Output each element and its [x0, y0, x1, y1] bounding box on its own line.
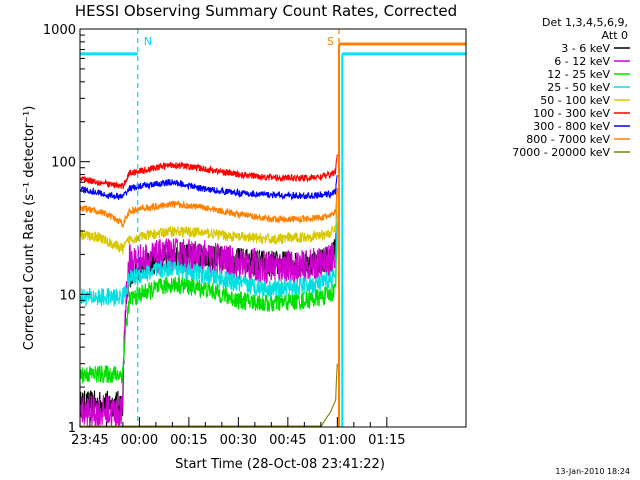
- series-line-25-50-kev: [79, 215, 338, 307]
- legend-label-7000-20000-kev: 7000 - 20000 keV: [512, 146, 610, 159]
- legend-label-25-50-kev: 25 - 50 keV: [547, 81, 610, 94]
- legend-label-12-25-kev: 12 - 25 keV: [547, 68, 610, 81]
- plot-frame: [79, 28, 467, 428]
- marker-label-s: S: [327, 35, 334, 48]
- series-line-100-300-kev: [79, 154, 338, 190]
- legend-label-300-800-kev: 300 - 800 keV: [533, 120, 610, 133]
- legend-label-800-7000-kev: 800 - 7000 keV: [526, 133, 610, 146]
- legend-header-line-2: Att 0: [602, 29, 628, 42]
- y-axis-label: Corrected Count Rate (s⁻¹ detector⁻¹): [22, 106, 37, 351]
- y-tick-label-3: 1000: [43, 23, 76, 38]
- axes-layer: 23:45 00:00 00:15 00:30 00:45 01:00 01:15 1 10 10…: [43, 23, 406, 448]
- series-line-800-7000-kev: [79, 188, 338, 229]
- series-line-12-25-kev: [79, 222, 338, 384]
- curves-layer: [79, 154, 338, 427]
- marker-label-n: N: [144, 35, 152, 48]
- x-tick-label-5: 01:00: [319, 433, 356, 448]
- x-tick-label-3: 00:30: [220, 433, 257, 448]
- x-tick-label-2: 00:15: [170, 433, 207, 448]
- y-tick-label-1: 10: [59, 288, 76, 303]
- y-tick-label-0: 1: [68, 421, 76, 436]
- x-tick-label-0: 23:45: [71, 433, 108, 448]
- legend-label-3-6-kev: 3 - 6 keV: [561, 42, 610, 55]
- series-line-50-100-kev: [79, 192, 338, 255]
- series-line-300-800-kev: [79, 174, 338, 201]
- x-tick-label-1: 00:00: [121, 433, 158, 448]
- y-tick-label-2: 100: [51, 156, 76, 171]
- chart-title: HESSI Observing Summary Count Rates, Cor…: [75, 2, 457, 20]
- x-axis-label: Start Time (28-Oct-08 23:41:22): [175, 457, 385, 472]
- x-tick-label-6: 01:15: [368, 433, 405, 448]
- footer-timestamp: 13-Jan-2010 18:24: [555, 467, 630, 476]
- legend-label-100-300-kev: 100 - 300 keV: [533, 107, 610, 120]
- legend-label-50-100-kev: 50 - 100 keV: [540, 94, 610, 107]
- x-tick-label-4: 00:45: [269, 433, 306, 448]
- legend-header-line-1: Det 1,3,4,5,6,9,: [542, 16, 628, 29]
- series-line-3-6-kev: [79, 193, 338, 419]
- legend-label-6-12-kev: 6 - 12 keV: [554, 55, 610, 68]
